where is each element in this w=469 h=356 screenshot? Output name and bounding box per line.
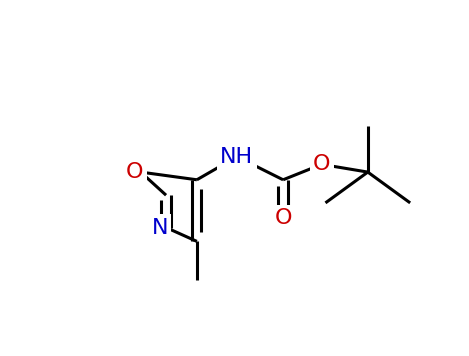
Text: O: O (126, 162, 143, 182)
Text: NH: NH (220, 147, 253, 167)
Text: N: N (151, 218, 168, 237)
Text: O: O (274, 208, 292, 228)
Text: O: O (313, 155, 330, 174)
